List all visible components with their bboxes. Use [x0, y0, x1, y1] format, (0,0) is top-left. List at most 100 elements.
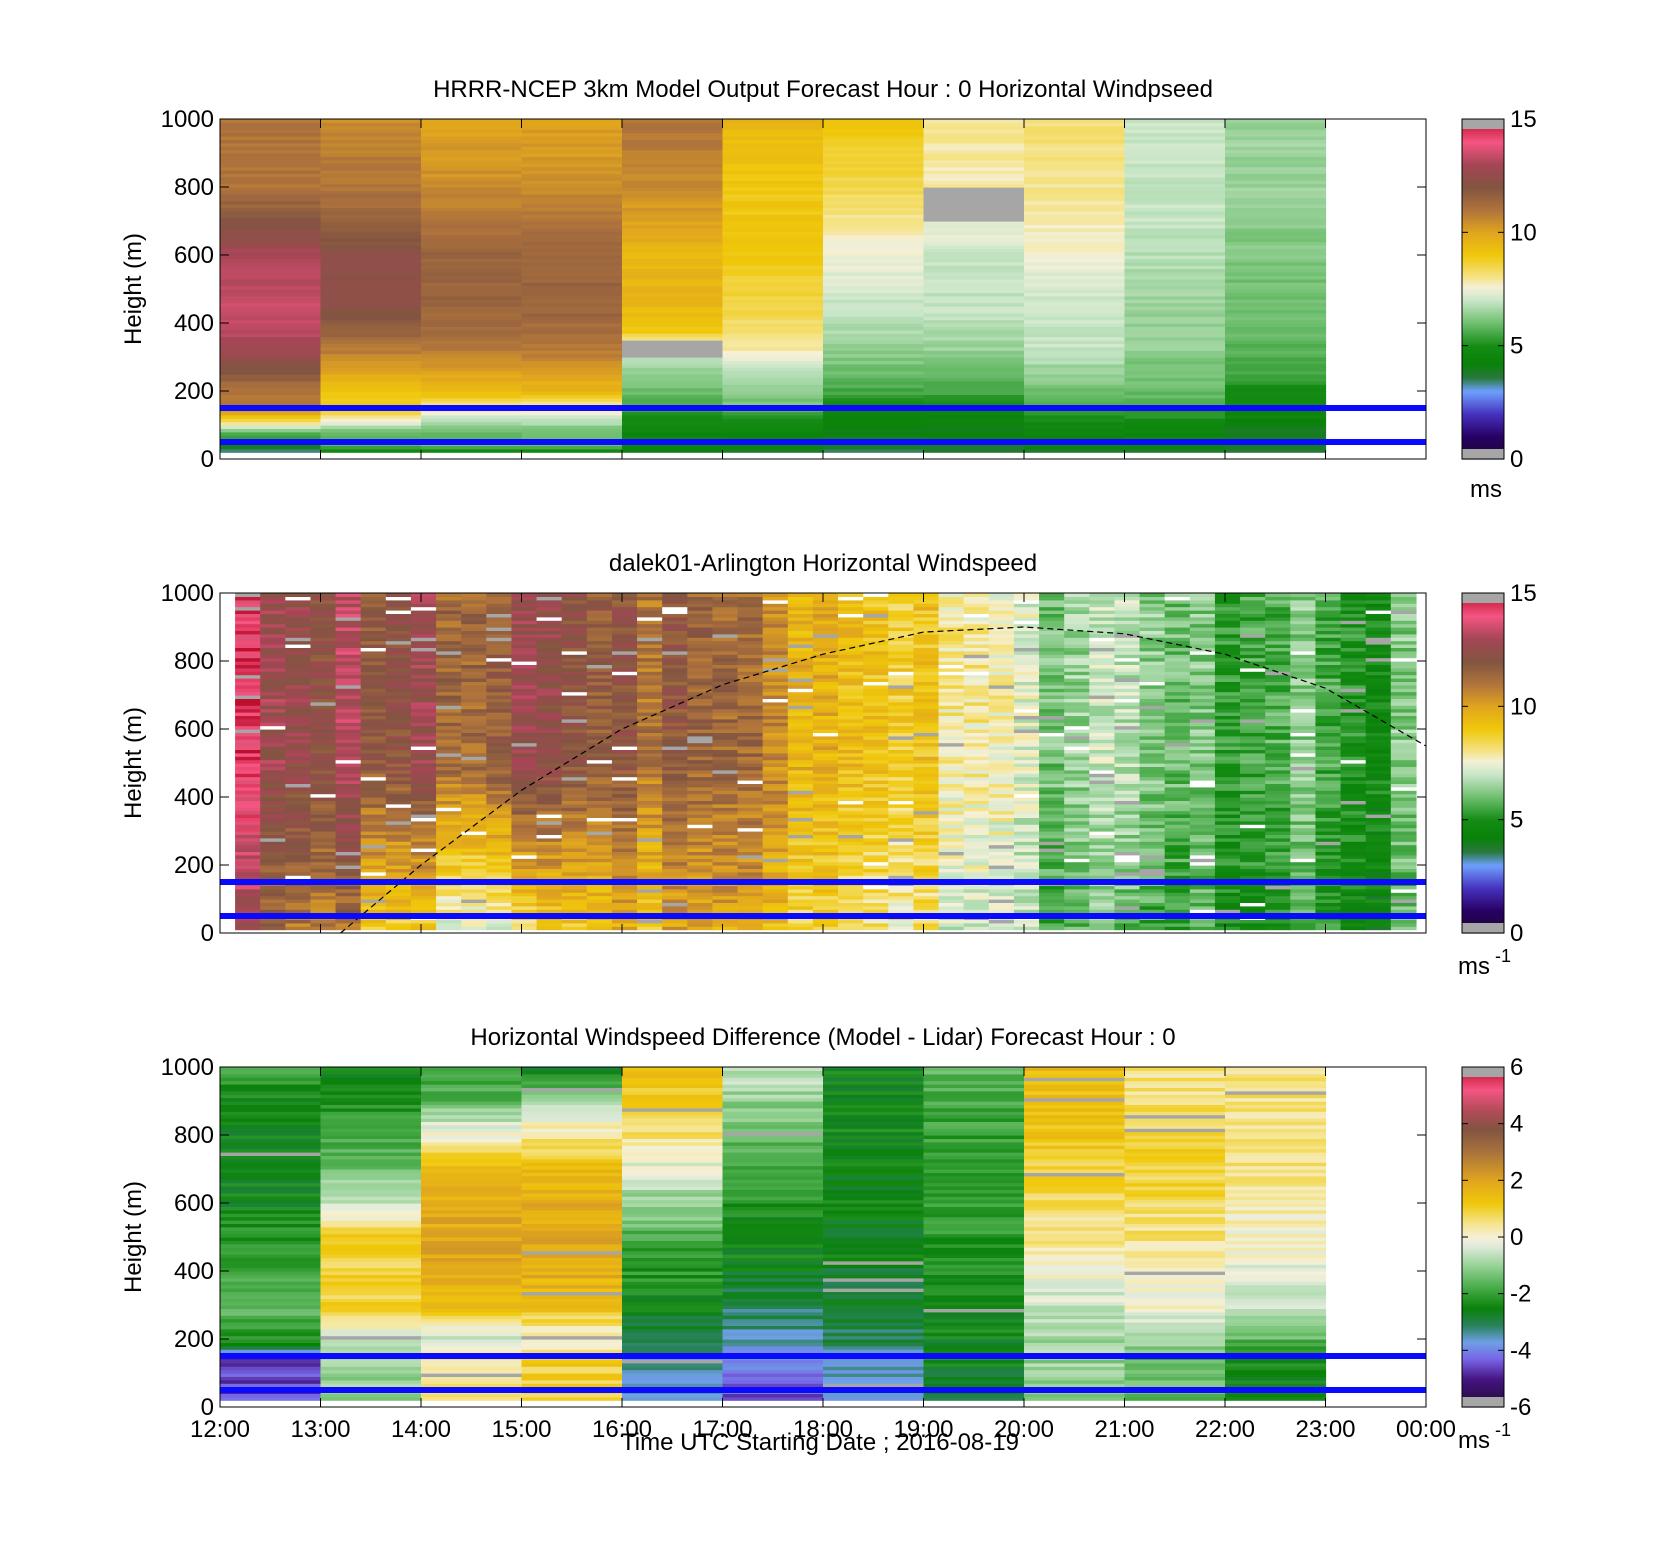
heatmap-cell	[812, 824, 839, 829]
heatmap-cell	[1124, 319, 1226, 324]
heatmap-cell	[863, 759, 889, 764]
heatmap-cell	[637, 671, 663, 676]
heatmap-cell	[913, 786, 940, 791]
heatmap-cell	[888, 810, 915, 815]
heatmap-cell	[320, 125, 422, 130]
heatmap-cell	[410, 691, 437, 696]
heatmap-cell	[521, 302, 623, 307]
heatmap-cell	[1064, 684, 1090, 689]
heatmap-cell	[410, 729, 437, 733]
heatmap-cell	[1139, 705, 1166, 710]
heatmap-cell	[611, 780, 638, 784]
heatmap-cell	[561, 735, 588, 740]
heatmap-cell	[235, 620, 261, 625]
heatmap-cell	[521, 207, 623, 212]
heatmap-cell	[385, 593, 412, 597]
heatmap-cell	[988, 780, 1015, 784]
heatmap-cell	[310, 837, 337, 842]
heatmap-cell	[838, 613, 864, 618]
heatmap-cell	[662, 875, 688, 880]
heatmap-cell	[1139, 701, 1166, 706]
heatmap-cell	[1225, 425, 1327, 429]
heatmap-cell	[310, 848, 337, 852]
heatmap-cell	[285, 752, 312, 757]
heatmap-cell	[838, 926, 864, 931]
panel-title: HRRR-NCEP 3km Model Output Forecast Hour…	[433, 76, 1213, 103]
heatmap-cell	[1124, 272, 1226, 276]
heatmap-cell	[310, 708, 337, 713]
heatmap-cell	[988, 620, 1015, 625]
y-tick-label: 200	[174, 378, 214, 405]
heatmap-cell	[963, 780, 990, 784]
heatmap-cell	[1013, 674, 1040, 679]
heatmap-cell	[762, 715, 789, 720]
heatmap-cell	[1225, 248, 1327, 253]
heatmap-cell	[737, 729, 764, 733]
heatmap-cell	[421, 312, 523, 317]
heatmap-cell	[1013, 810, 1040, 815]
heatmap-cell	[963, 875, 990, 880]
heatmap-cell	[762, 623, 789, 628]
heatmap-cell	[1013, 654, 1040, 659]
heatmap-cell	[888, 797, 915, 801]
heatmap-cell	[235, 854, 261, 859]
heatmap-cell	[988, 746, 1015, 750]
heatmap-cell	[637, 766, 663, 771]
heatmap-cell	[737, 763, 764, 767]
heatmap-cell	[863, 865, 889, 869]
heatmap-cell	[662, 895, 688, 900]
heatmap-cell	[561, 763, 588, 767]
heatmap-cell	[988, 919, 1015, 924]
heatmap-cell	[888, 732, 915, 737]
heatmap-cell	[511, 606, 538, 611]
heatmap-cell	[1124, 377, 1226, 382]
heatmap-cell	[1064, 861, 1090, 866]
heatmap-cell	[320, 217, 422, 222]
heatmap-cell	[888, 735, 915, 740]
heatmap-cell	[1024, 204, 1126, 208]
heatmap-cell	[963, 922, 990, 927]
heatmap-cell	[410, 630, 437, 635]
heatmap-cell	[923, 336, 1025, 341]
heatmap-cell	[1225, 265, 1327, 270]
heatmap-cell	[320, 183, 422, 188]
heatmap-cell	[737, 837, 764, 842]
heatmap-cell	[260, 841, 286, 846]
heatmap-cell	[662, 684, 688, 689]
heatmap-cell	[913, 691, 940, 696]
heatmap-cell	[888, 854, 915, 859]
heatmap-cell	[888, 783, 915, 788]
heatmap-cell	[1064, 888, 1090, 893]
heatmap-cell	[536, 749, 563, 754]
heatmap-cell	[360, 851, 387, 856]
heatmap-cell	[461, 661, 487, 665]
heatmap-cell	[863, 606, 889, 611]
heatmap-cell	[913, 715, 940, 720]
heatmap-cell	[1039, 725, 1065, 730]
heatmap-cell	[360, 610, 387, 614]
heatmap-cell	[622, 227, 724, 232]
heatmap-cell	[888, 698, 915, 703]
heatmap-cell	[285, 837, 312, 842]
heatmap-cell	[622, 394, 724, 399]
heatmap-cell	[963, 661, 990, 665]
heatmap-cell	[988, 606, 1015, 611]
heatmap-cell	[838, 861, 864, 866]
heatmap-cell	[220, 139, 322, 144]
heatmap-cell	[611, 763, 638, 767]
heatmap-cell	[687, 644, 714, 648]
heatmap-cell	[461, 780, 487, 784]
heatmap-cell	[586, 650, 613, 655]
heatmap-cell	[360, 616, 387, 621]
heatmap-cell	[963, 783, 990, 788]
heatmap-cell	[1114, 732, 1141, 737]
heatmap-cell	[320, 367, 422, 372]
heatmap-cell	[220, 387, 322, 392]
heatmap-cell	[1114, 824, 1141, 829]
heatmap-cell	[511, 820, 538, 825]
heatmap-cell	[285, 688, 312, 693]
heatmap-cell	[712, 820, 739, 825]
heatmap-cell	[235, 623, 261, 628]
heatmap-cell	[1013, 790, 1040, 795]
heatmap-cell	[1139, 780, 1166, 784]
